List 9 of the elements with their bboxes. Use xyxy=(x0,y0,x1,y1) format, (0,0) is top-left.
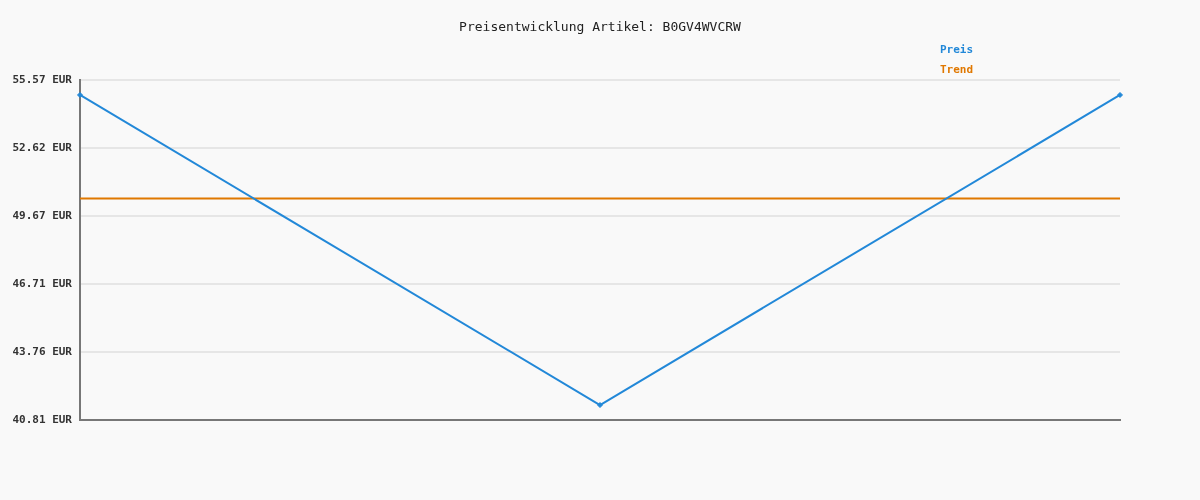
y-tick-label: 49.67 EUR xyxy=(12,208,73,222)
text: Trend xyxy=(940,62,974,78)
chart-title: Preisentwicklung Artikel: B0GV4WVCRW xyxy=(458,19,742,34)
y-tick-label: 40.81 EUR xyxy=(12,412,73,426)
y-tick-label: 46.71 EUR xyxy=(12,276,73,290)
text: Preis xyxy=(940,42,974,58)
y-tick-label: 43.76 EUR xyxy=(12,344,73,358)
y-tick-label: 55.57 EUR xyxy=(12,72,73,86)
y-tick-label: 52.62 EUR xyxy=(12,140,73,154)
